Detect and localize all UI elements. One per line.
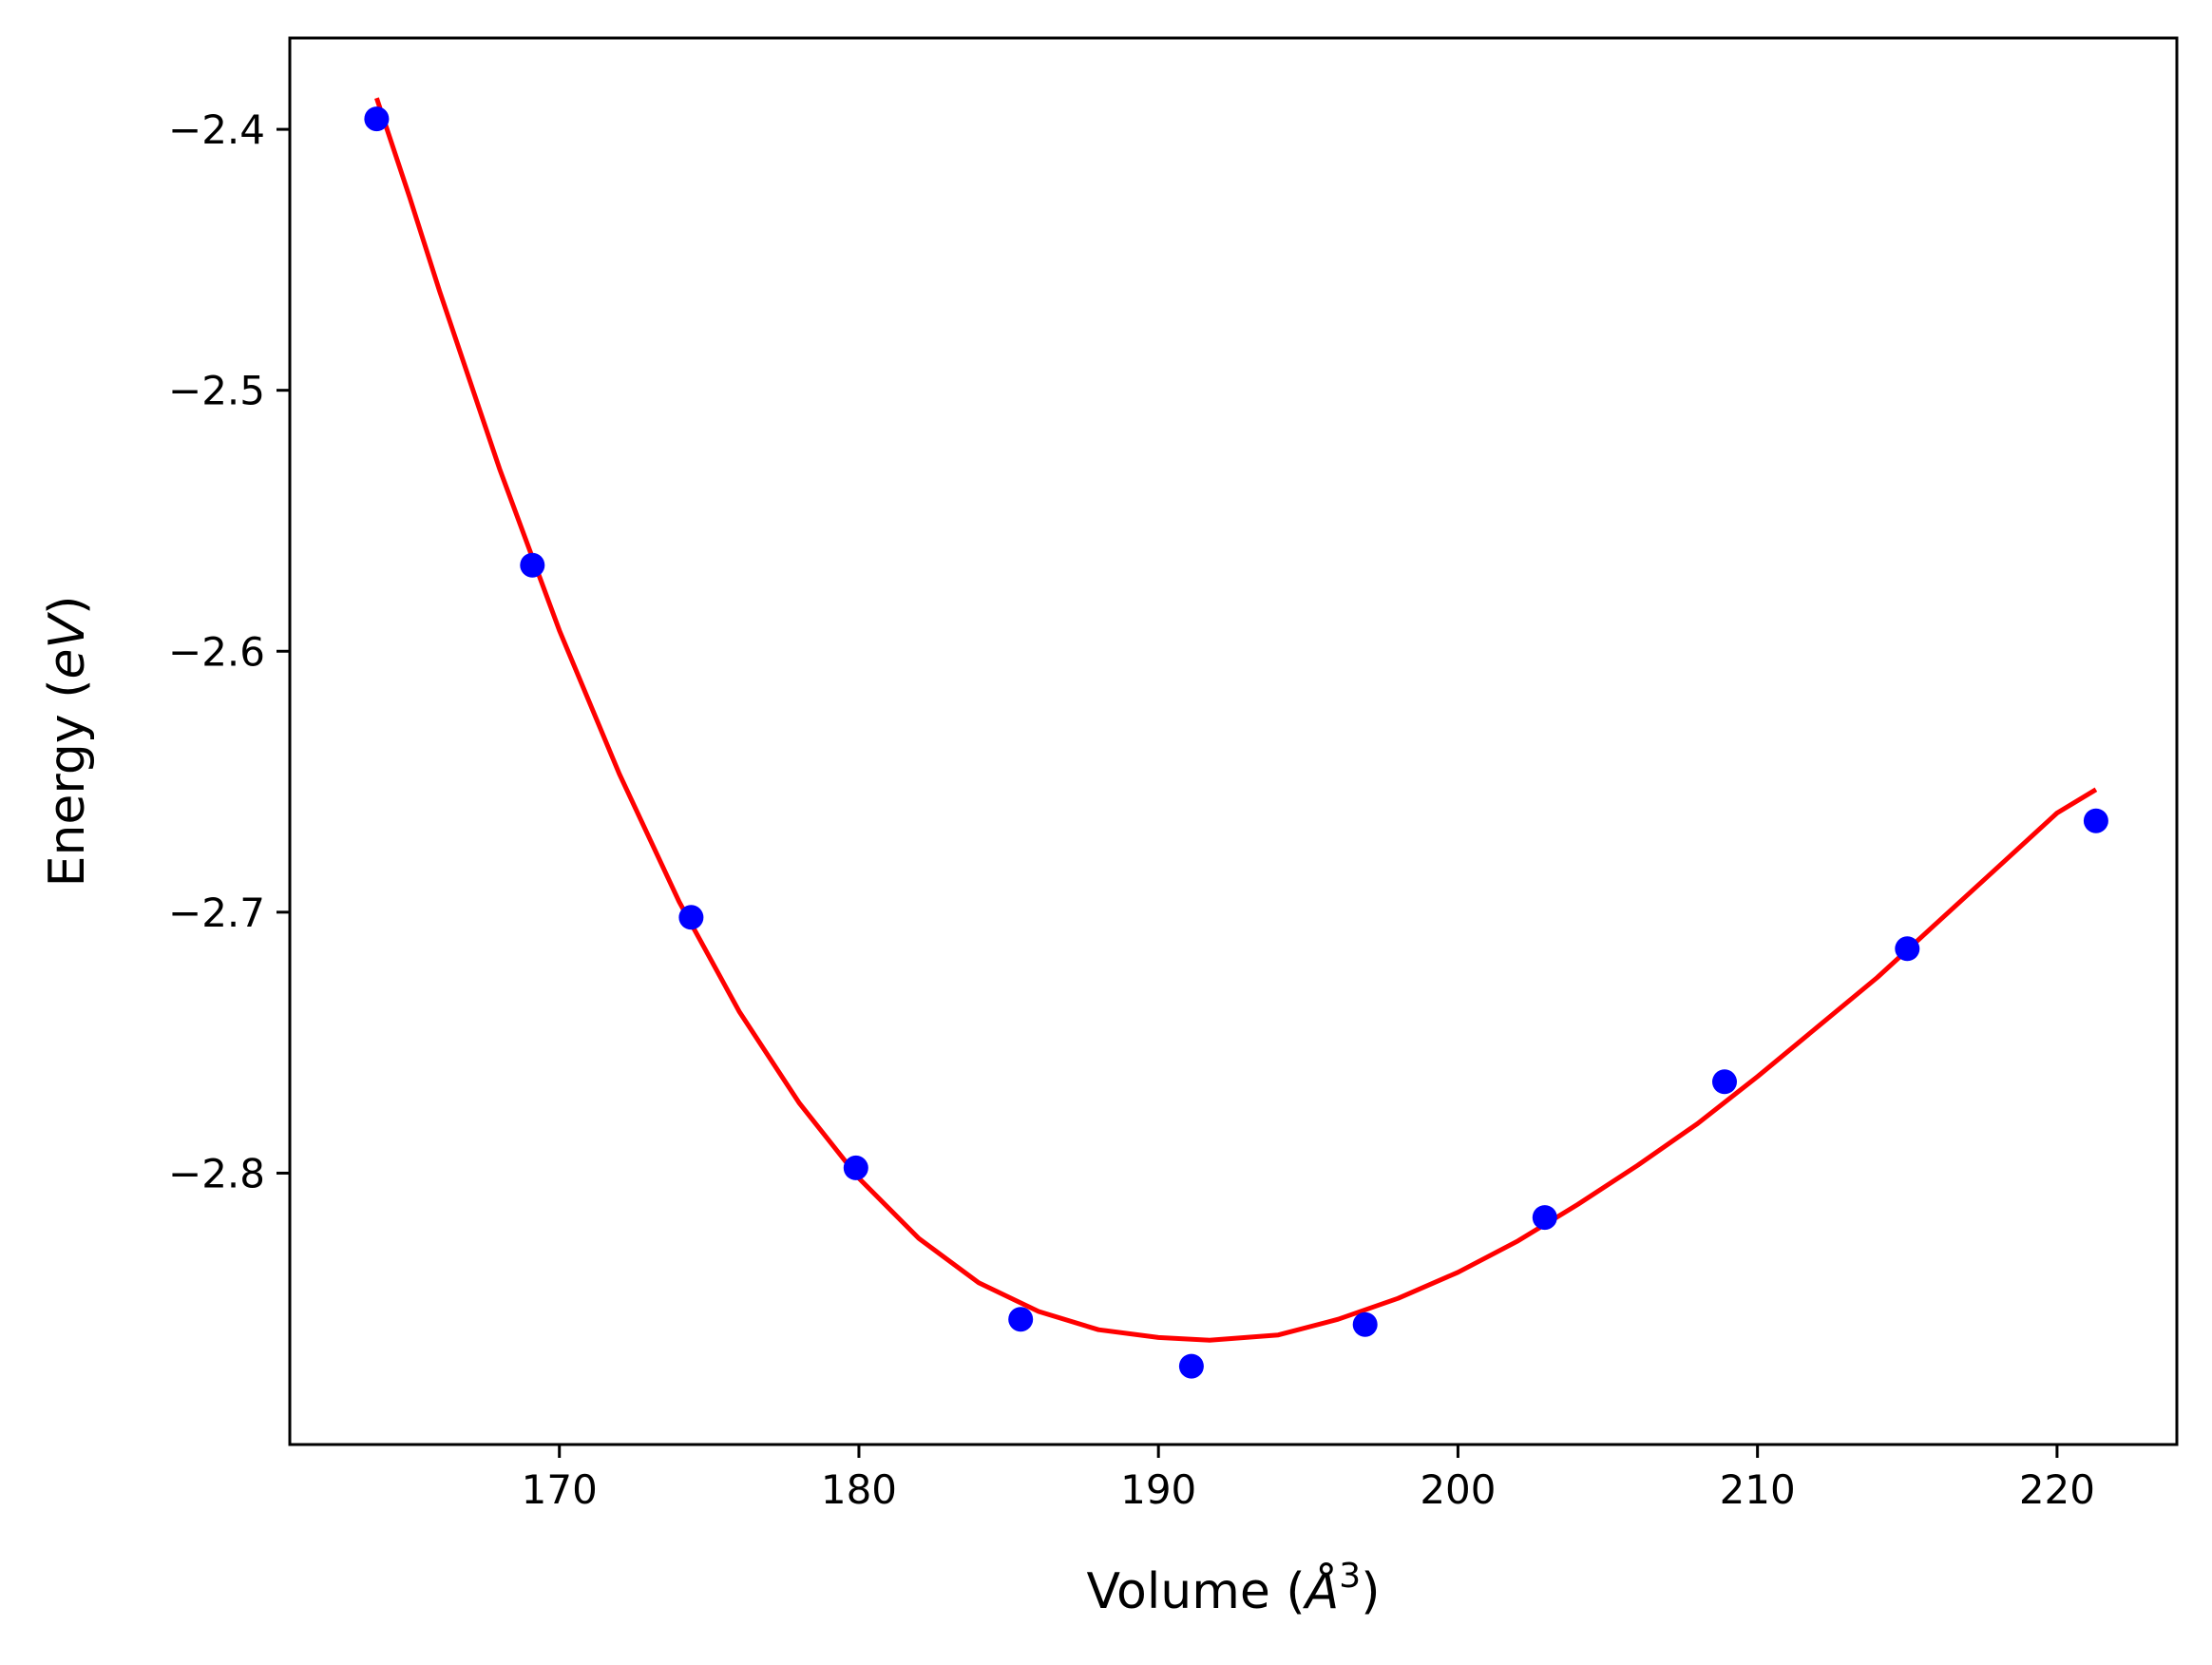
x-tick-label: 170: [522, 1466, 598, 1513]
data-point: [678, 905, 704, 930]
x-axis-label: Volume (Å3): [1086, 1557, 1380, 1620]
data-point: [1895, 936, 1920, 962]
data-point: [1008, 1307, 1034, 1332]
y-axis-label: Energy (eV): [39, 596, 96, 888]
y-tick-label: −2.7: [168, 890, 265, 936]
x-axis-unit-symbol: Å: [1303, 1561, 1340, 1620]
x-tick-label: 220: [2019, 1466, 2095, 1513]
data-point: [2083, 808, 2108, 833]
y-tick-label: −2.6: [168, 628, 265, 675]
x-tick-label: 190: [1120, 1466, 1196, 1513]
data-point: [520, 552, 545, 578]
ticks: 170 180 190 200 210 220 −2.4 −2.5 −2.6 −2.7 −2.8: [168, 106, 2095, 1513]
data-point: [1178, 1353, 1204, 1379]
y-tick-label: −2.8: [168, 1150, 265, 1196]
y-tick-label: −2.5: [168, 368, 265, 414]
x-tick-label: 180: [821, 1466, 897, 1513]
x-axis-unit-power: 3: [1339, 1557, 1361, 1596]
data-point: [364, 106, 390, 132]
axes-frame: [288, 36, 2179, 1446]
y-tick-label: −2.4: [168, 106, 265, 153]
data-point: [1352, 1311, 1378, 1337]
data-point: [843, 1155, 868, 1180]
fit-curve-line: [374, 97, 2098, 1343]
y-axis-unit: eV: [39, 612, 96, 679]
data-point: [1532, 1205, 1557, 1231]
data-point: [1712, 1069, 1737, 1095]
x-tick-label: 200: [1420, 1466, 1496, 1513]
x-tick-label: 210: [1720, 1466, 1796, 1513]
plot-area: [364, 97, 2108, 1379]
